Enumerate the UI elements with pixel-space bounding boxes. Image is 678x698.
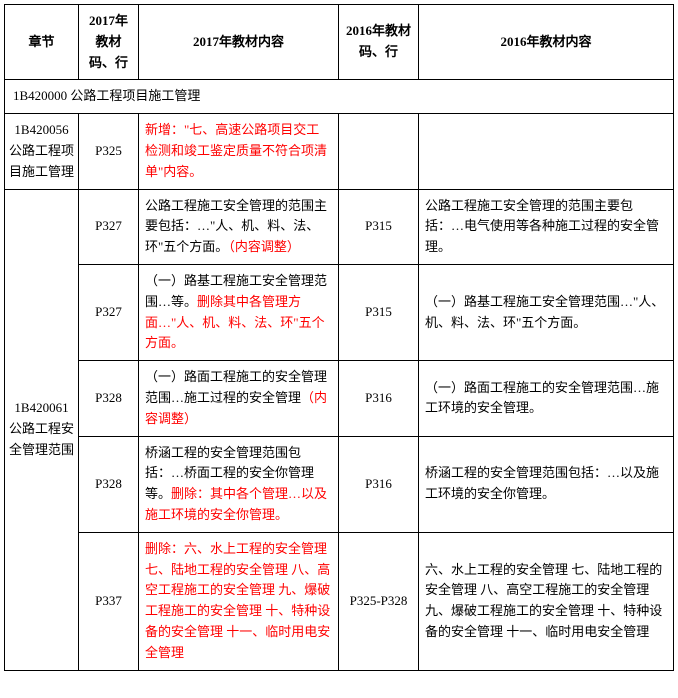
code2017-cell: P328 <box>79 436 139 532</box>
code2017-cell: P337 <box>79 532 139 670</box>
table-row: P337 删除：六、水上工程的安全管理 七、陆地工程的安全管理 八、高空工程施工… <box>5 532 674 670</box>
code2017-cell: P325 <box>79 114 139 189</box>
content2017-cell: 新增："七、高速公路项目交工检测和竣工鉴定质量不符合项清单"内容。 <box>139 114 339 189</box>
content2016-cell: （一）路基工程施工安全管理范围…"人、机、料、法、环"五个方面。 <box>419 264 674 360</box>
content-plain: （一）路面工程施工的安全管理范围…施工过程的安全管理 <box>145 369 327 405</box>
section-cell: 1B420061公路工程安全管理范围 <box>5 189 79 670</box>
content-red: 新增："七、高速公路项目交工检测和竣工鉴定质量不符合项清单"内容。 <box>145 122 327 179</box>
code2016-cell: P315 <box>339 189 419 264</box>
section-cell: 1B420056公路工程项目施工管理 <box>5 114 79 189</box>
content2017-cell: 桥涵工程的安全管理范围包括：…桥面工程的安全你管理等。删除：其中各个管理…以及施… <box>139 436 339 532</box>
comparison-table: 章节 2017年教材码、行 2017年教材内容 2016年教材码、行 2016年… <box>4 4 674 671</box>
code2017-cell: P327 <box>79 189 139 264</box>
header-row: 章节 2017年教材码、行 2017年教材内容 2016年教材码、行 2016年… <box>5 5 674 80</box>
section-header-row: 1B420000 公路工程项目施工管理 <box>5 80 674 114</box>
code2016-cell: P316 <box>339 361 419 436</box>
content2016-cell: 六、水上工程的安全管理 七、陆地工程的安全管理 八、高空工程施工的安全管理 九、… <box>419 532 674 670</box>
content2016-cell: 桥涵工程的安全管理范围包括：…以及施工环境的安全你管理。 <box>419 436 674 532</box>
code2016-cell: P325-P328 <box>339 532 419 670</box>
header-code2017: 2017年教材码、行 <box>79 5 139 80</box>
content2017-cell: （一）路基工程施工安全管理范围…等。删除其中各管理方面…"人、机、料、法、环"五… <box>139 264 339 360</box>
table-row: P328 （一）路面工程施工的安全管理范围…施工过程的安全管理（内容调整） P3… <box>5 361 674 436</box>
content2017-cell: 删除：六、水上工程的安全管理 七、陆地工程的安全管理 八、高空工程施工的安全管理… <box>139 532 339 670</box>
header-code2016: 2016年教材码、行 <box>339 5 419 80</box>
table-row: 1B420061公路工程安全管理范围 P327 公路工程施工安全管理的范围主要包… <box>5 189 674 264</box>
code2017-cell: P328 <box>79 361 139 436</box>
header-section: 章节 <box>5 5 79 80</box>
code2016-cell: P316 <box>339 436 419 532</box>
content2016-cell <box>419 114 674 189</box>
code2017-cell: P327 <box>79 264 139 360</box>
code2016-cell: P315 <box>339 264 419 360</box>
content-red: 删除：六、水上工程的安全管理 七、陆地工程的安全管理 八、高空工程施工的安全管理… <box>145 541 330 660</box>
header-content2016: 2016年教材内容 <box>419 5 674 80</box>
table-row: P327 （一）路基工程施工安全管理范围…等。删除其中各管理方面…"人、机、料、… <box>5 264 674 360</box>
table-row: 1B420056公路工程项目施工管理 P325 新增："七、高速公路项目交工检测… <box>5 114 674 189</box>
header-content2017: 2017年教材内容 <box>139 5 339 80</box>
table-row: P328 桥涵工程的安全管理范围包括：…桥面工程的安全你管理等。删除：其中各个管… <box>5 436 674 532</box>
content2017-cell: 公路工程施工安全管理的范围主要包括：…"人、机、料、法、环"五个方面。（内容调整… <box>139 189 339 264</box>
section-header-cell: 1B420000 公路工程项目施工管理 <box>5 80 674 114</box>
content2016-cell: （一）路面工程施工的安全管理范围…施工环境的安全管理。 <box>419 361 674 436</box>
content2016-cell: 公路工程施工安全管理的范围主要包括：…电气使用等各种施工过程的安全管理。 <box>419 189 674 264</box>
content-red: （内容调整） <box>228 239 300 254</box>
content2017-cell: （一）路面工程施工的安全管理范围…施工过程的安全管理（内容调整） <box>139 361 339 436</box>
code2016-cell <box>339 114 419 189</box>
content-red: 删除：其中各个管理…以及施工环境的安全你管理。 <box>145 486 327 522</box>
